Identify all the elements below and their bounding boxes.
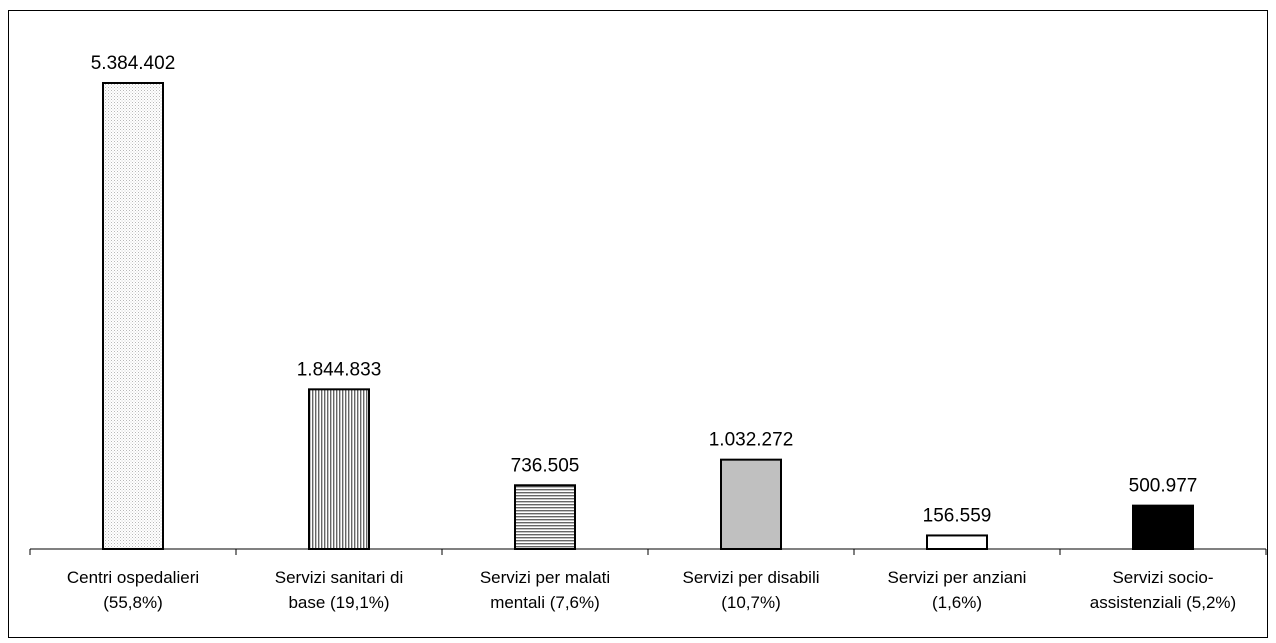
value-label-5: 156.559 bbox=[923, 505, 992, 526]
bar-2 bbox=[308, 388, 370, 550]
value-label-4: 1.032.272 bbox=[709, 430, 794, 451]
category-label-1: Centri ospedalieri (55,8%) bbox=[67, 568, 199, 612]
value-label-3: 736.505 bbox=[511, 455, 580, 476]
category-label-2: Servizi sanitari di base (19,1%) bbox=[275, 568, 404, 612]
category-labels: Centri ospedalieri (55,8%) Servizi sanitar… bbox=[67, 568, 1236, 612]
x-axis bbox=[29, 548, 1267, 555]
category-label-3: Servizi per malati mentali (7,6%) bbox=[480, 568, 610, 612]
value-label-6: 500.977 bbox=[1129, 476, 1198, 497]
category-label-5: Servizi per anziani (1,6%) bbox=[888, 568, 1027, 612]
bar-4 bbox=[720, 458, 782, 551]
bar-6 bbox=[1132, 504, 1194, 551]
bars-layer bbox=[102, 82, 1194, 551]
chart-frame bbox=[8, 10, 1268, 638]
category-label-6: Servizi socio-assistenziali (5,2%) bbox=[1090, 568, 1236, 612]
bar-5 bbox=[926, 534, 988, 550]
value-label-2: 1.844.833 bbox=[297, 359, 382, 380]
bar-3 bbox=[514, 484, 576, 551]
bar-1 bbox=[102, 82, 164, 550]
value-label-1: 5.384.402 bbox=[91, 53, 176, 74]
category-label-4: Servizi per disabili (10,7%) bbox=[683, 568, 820, 612]
value-labels: 5.384.402 1.844.833 736.505 1.032.272 156.55… bbox=[91, 53, 1198, 526]
